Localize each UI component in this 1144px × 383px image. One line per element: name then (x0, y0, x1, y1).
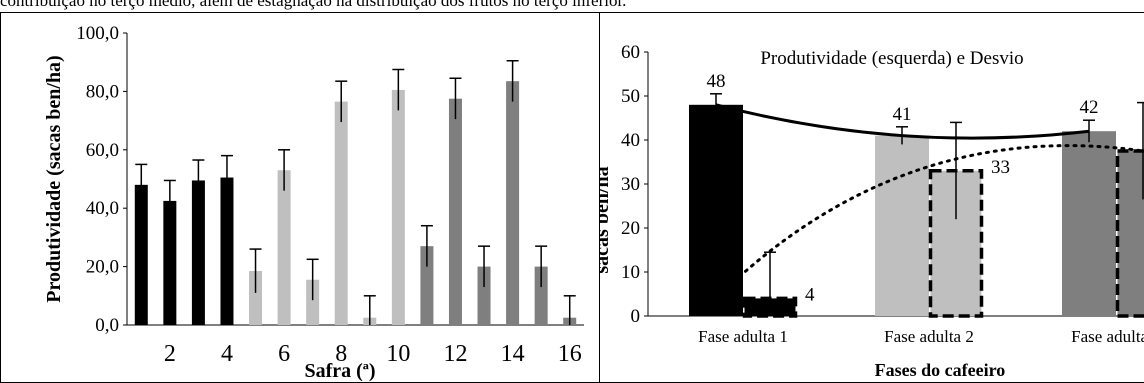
right-y-tick-label: 20 (621, 218, 640, 239)
right-bar-chart: 0 10 20 30 40 50 60 Fase adulta 1 Fase adulta 2… (600, 12, 1144, 383)
right-data-labels: 48 4 41 33 42 (707, 71, 1099, 306)
left-x-tick-label: 12 (443, 341, 467, 367)
right-y-axis-label: sacas ben/ha (600, 166, 613, 273)
right-category-label-3: Fase adulta 3 (1071, 327, 1144, 346)
right-y-tick-label: 40 (621, 130, 640, 151)
left-bar-11 (420, 246, 434, 325)
left-y-axis-label: Produtividade (sacas ben/ha) (43, 55, 65, 302)
left-bar-8 (334, 101, 348, 326)
left-x-tick-label: 16 (558, 341, 582, 367)
left-y-tick-label: 80,0 (86, 81, 119, 102)
right-category-label-2: Fase adulta 2 (884, 327, 974, 346)
figure-frame: 0,0 20,0 40,0 60,0 80,0 100,0 2 4 6 8 10 12 14 16 Pr… (0, 12, 1144, 383)
right-trend-line-s1 (715, 103, 1090, 140)
left-bar-4 (220, 177, 234, 325)
right-y-tick-label: 0 (631, 306, 641, 327)
left-bar-6 (277, 170, 291, 325)
right-data-label-s1-3: 42 (1080, 97, 1099, 118)
right-bars (689, 93, 1144, 318)
left-bar-7 (306, 279, 320, 325)
right-y-tick-label: 60 (621, 42, 640, 63)
left-x-tick-label: 6 (278, 341, 290, 367)
right-trend-lines (714, 103, 1144, 300)
left-bar-10 (391, 89, 405, 325)
right-category-label-1: Fase adulta 1 (698, 327, 788, 346)
left-x-axis-label: Safra (ª) (305, 360, 376, 382)
right-category-labels: Fase adulta 1 Fase adulta 2 Fase adulta 3 (698, 327, 1144, 346)
left-bar-1 (134, 184, 148, 325)
right-y-tick-label: 50 (621, 86, 640, 107)
left-bar-chart: 0,0 20,0 40,0 60,0 80,0 100,0 2 4 6 8 10 12 14 16 Pr… (0, 12, 600, 383)
right-x-axis-label: Fases do cafeeiro (875, 360, 1006, 380)
left-bar-12 (448, 98, 462, 325)
right-bar-s2-3 (1115, 149, 1144, 318)
left-x-tick-label: 14 (501, 341, 525, 367)
left-bar-15 (534, 266, 548, 325)
right-data-label-s2-2: 33 (991, 157, 1010, 178)
right-data-label-s1-2: 41 (893, 104, 912, 125)
right-bar-s1-1 (689, 104, 743, 316)
left-x-tick-label: 10 (386, 341, 410, 367)
left-x-tick-label: 2 (164, 341, 176, 367)
left-y-tick-labels: 0,0 20,0 40,0 60,0 80,0 100,0 (76, 23, 127, 336)
right-trend-line-s2 (714, 144, 1144, 300)
left-x-tick-label: 8 (335, 341, 347, 367)
figure-caption-fragment: contribuição no terço médio, além de est… (0, 0, 627, 10)
left-y-tick-label: 0,0 (95, 315, 119, 336)
right-y-tick-label: 10 (621, 262, 640, 283)
right-chart-title: Produtividade (esquerda) e Desvio (760, 48, 1023, 69)
left-y-tick-label: 60,0 (86, 140, 119, 161)
left-bars (134, 59, 577, 326)
right-y-tick-label: 30 (621, 174, 640, 195)
right-y-tick-labels: 0 10 20 30 40 50 60 (621, 42, 648, 327)
left-y-tick-label: 40,0 (86, 198, 119, 219)
right-data-label-s1-1: 48 (707, 71, 726, 92)
left-y-tick-label: 20,0 (86, 257, 119, 278)
left-x-tick-labels: 2 4 6 8 10 12 14 16 (164, 341, 582, 367)
left-y-tick-label: 100,0 (76, 23, 119, 44)
left-bar-5 (249, 270, 263, 325)
left-bar-13 (477, 266, 491, 325)
left-bar-3 (191, 180, 205, 325)
right-bar-s1-3 (1062, 131, 1116, 316)
left-bar-14 (506, 81, 520, 326)
right-bar-s1-2 (875, 135, 929, 316)
left-bar-2 (163, 200, 177, 325)
right-data-label-s2-1: 4 (805, 284, 815, 305)
left-x-tick-label: 4 (221, 341, 233, 367)
